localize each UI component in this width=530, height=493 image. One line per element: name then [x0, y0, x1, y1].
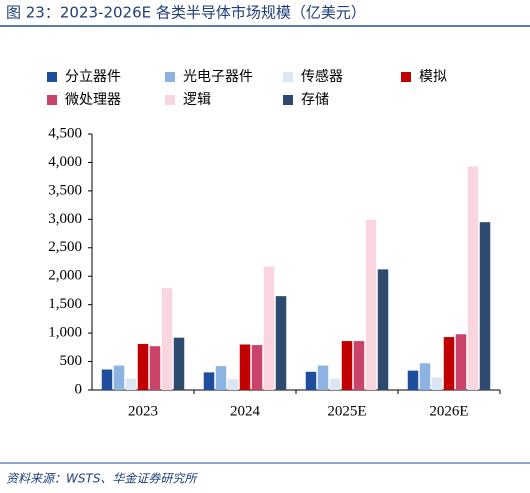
chart-title: 图 23：2023-2026E 各类半导体市场规模（亿美元）	[6, 4, 366, 22]
y-tick-label: 4,000	[48, 154, 82, 170]
legend-swatch	[401, 72, 411, 82]
y-tick-label: 1,500	[48, 296, 82, 312]
bar	[251, 345, 263, 390]
y-tick-label: 2,500	[48, 239, 82, 255]
bar	[239, 344, 251, 390]
y-tick-label: 4,500	[48, 125, 82, 141]
bar	[215, 366, 227, 390]
y-tick-label: 3,500	[48, 182, 82, 198]
legend-swatch	[165, 72, 175, 82]
x-tick-label: 2026E	[429, 403, 468, 419]
legend-swatch	[283, 95, 293, 105]
bar	[227, 379, 239, 390]
y-tick-label: 500	[60, 353, 83, 369]
x-tick-label: 2025E	[327, 403, 366, 419]
x-tick-label: 2024	[230, 403, 261, 419]
legend-label: 存储	[301, 92, 329, 108]
legend-label: 微处理器	[65, 92, 121, 108]
legend-label: 光电子器件	[183, 69, 253, 85]
bar	[443, 337, 455, 390]
legend-label: 传感器	[301, 68, 343, 85]
legend-label: 模拟	[419, 69, 447, 85]
bar	[161, 288, 173, 390]
legend-swatch	[47, 95, 57, 105]
legend-label: 逻辑	[183, 92, 211, 108]
legend-swatch	[283, 72, 293, 82]
source: 资料来源：WSTS、华金证券研究所	[6, 472, 198, 486]
bar	[431, 377, 443, 390]
bar	[263, 266, 275, 390]
y-tick-label: 1,000	[48, 325, 82, 341]
bar	[113, 365, 125, 390]
bar	[419, 363, 431, 390]
bar	[317, 365, 329, 390]
bar	[101, 369, 113, 390]
bar	[407, 370, 419, 390]
bar	[125, 378, 137, 390]
bar	[137, 343, 149, 390]
bar	[173, 337, 185, 390]
y-tick-label: 0	[75, 381, 83, 397]
bar	[305, 371, 317, 390]
bar	[377, 269, 389, 390]
bar	[479, 222, 491, 390]
x-tick-label: 2023	[128, 403, 158, 419]
bar	[275, 296, 287, 390]
bar	[455, 334, 467, 390]
bar	[341, 341, 353, 390]
bar	[203, 372, 215, 390]
legend-swatch	[165, 95, 175, 105]
y-tick-label: 2,000	[48, 268, 82, 284]
bar	[467, 166, 479, 390]
bar	[329, 378, 341, 390]
y-tick-label: 3,000	[48, 211, 82, 227]
legend-swatch	[47, 72, 57, 82]
legend-label: 分立器件	[65, 69, 121, 85]
bar	[365, 219, 377, 390]
bar	[353, 341, 365, 390]
bar	[149, 346, 161, 390]
